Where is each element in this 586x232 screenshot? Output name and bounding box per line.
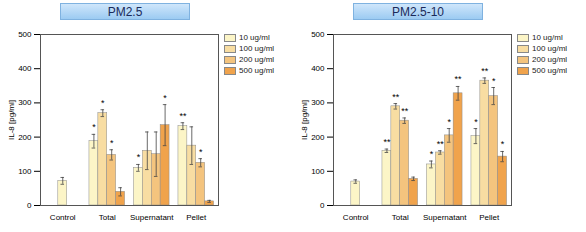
- svg-text:**: **: [401, 106, 409, 116]
- svg-text:300: 300: [18, 98, 32, 107]
- svg-text:400: 400: [311, 64, 325, 73]
- html-text:100 ug/ml: 100 ug/ml: [532, 44, 568, 53]
- html-text:500 ug/ml: 500 ug/ml: [239, 66, 275, 75]
- svg-text:200: 200: [311, 133, 325, 142]
- svg-text:*: *: [430, 149, 434, 159]
- html-text:200 ug/ml: 200 ug/ml: [532, 55, 568, 64]
- html-text:10 ug/ml: 10 ug/ml: [532, 33, 563, 42]
- svg-text:*: *: [199, 147, 203, 157]
- svg-text:Total: Total: [99, 213, 116, 222]
- svg-text:Pellet: Pellet: [479, 213, 500, 222]
- svg-text:100: 100: [18, 167, 32, 176]
- svg-text:**: **: [383, 137, 391, 147]
- svg-text:400: 400: [18, 64, 32, 73]
- svg-text:**: **: [392, 92, 400, 102]
- svg-text:300: 300: [311, 98, 325, 107]
- svg-text:500: 500: [311, 30, 325, 39]
- svg-text:Supernatant: Supernatant: [130, 213, 174, 222]
- svg-text:Pellet: Pellet: [186, 213, 207, 222]
- html-text:10 ug/ml: 10 ug/ml: [239, 33, 270, 42]
- html-text:PM2.5: PM2.5: [107, 5, 143, 19]
- svg-text:100: 100: [311, 167, 325, 176]
- svg-text:Control: Control: [50, 213, 76, 222]
- svg-text:*: *: [501, 139, 505, 149]
- svg-text:0: 0: [320, 201, 325, 210]
- svg-text:**: **: [179, 111, 187, 121]
- svg-text:*: *: [163, 93, 167, 103]
- svg-text:IL-8 [pg/ml]: IL-8 [pg/ml]: [300, 100, 309, 140]
- svg-text:IL-8 [pg/ml]: IL-8 [pg/ml]: [7, 100, 16, 140]
- svg-text:0: 0: [27, 201, 32, 210]
- svg-text:*: *: [492, 76, 496, 86]
- svg-text:Control: Control: [343, 213, 369, 222]
- html-text:500 ug/ml: 500 ug/ml: [532, 66, 568, 75]
- svg-text:*: *: [101, 98, 105, 108]
- svg-text:**: **: [481, 66, 489, 76]
- svg-text:Supernatant: Supernatant: [423, 213, 467, 222]
- svg-text:*: *: [447, 117, 451, 127]
- svg-text:**: **: [455, 74, 463, 84]
- html-text:PM2.5-10: PM2.5-10: [392, 5, 444, 19]
- svg-text:200: 200: [18, 133, 32, 142]
- svg-text:*: *: [474, 117, 478, 127]
- svg-text:500: 500: [18, 30, 32, 39]
- svg-text:*: *: [137, 152, 141, 162]
- svg-text:**: **: [437, 139, 445, 149]
- svg-text:Total: Total: [392, 213, 409, 222]
- html-text:100 ug/ml: 100 ug/ml: [239, 44, 275, 53]
- html-text:200 ug/ml: 200 ug/ml: [239, 55, 275, 64]
- svg-text:*: *: [92, 122, 96, 132]
- svg-text:*: *: [110, 138, 114, 148]
